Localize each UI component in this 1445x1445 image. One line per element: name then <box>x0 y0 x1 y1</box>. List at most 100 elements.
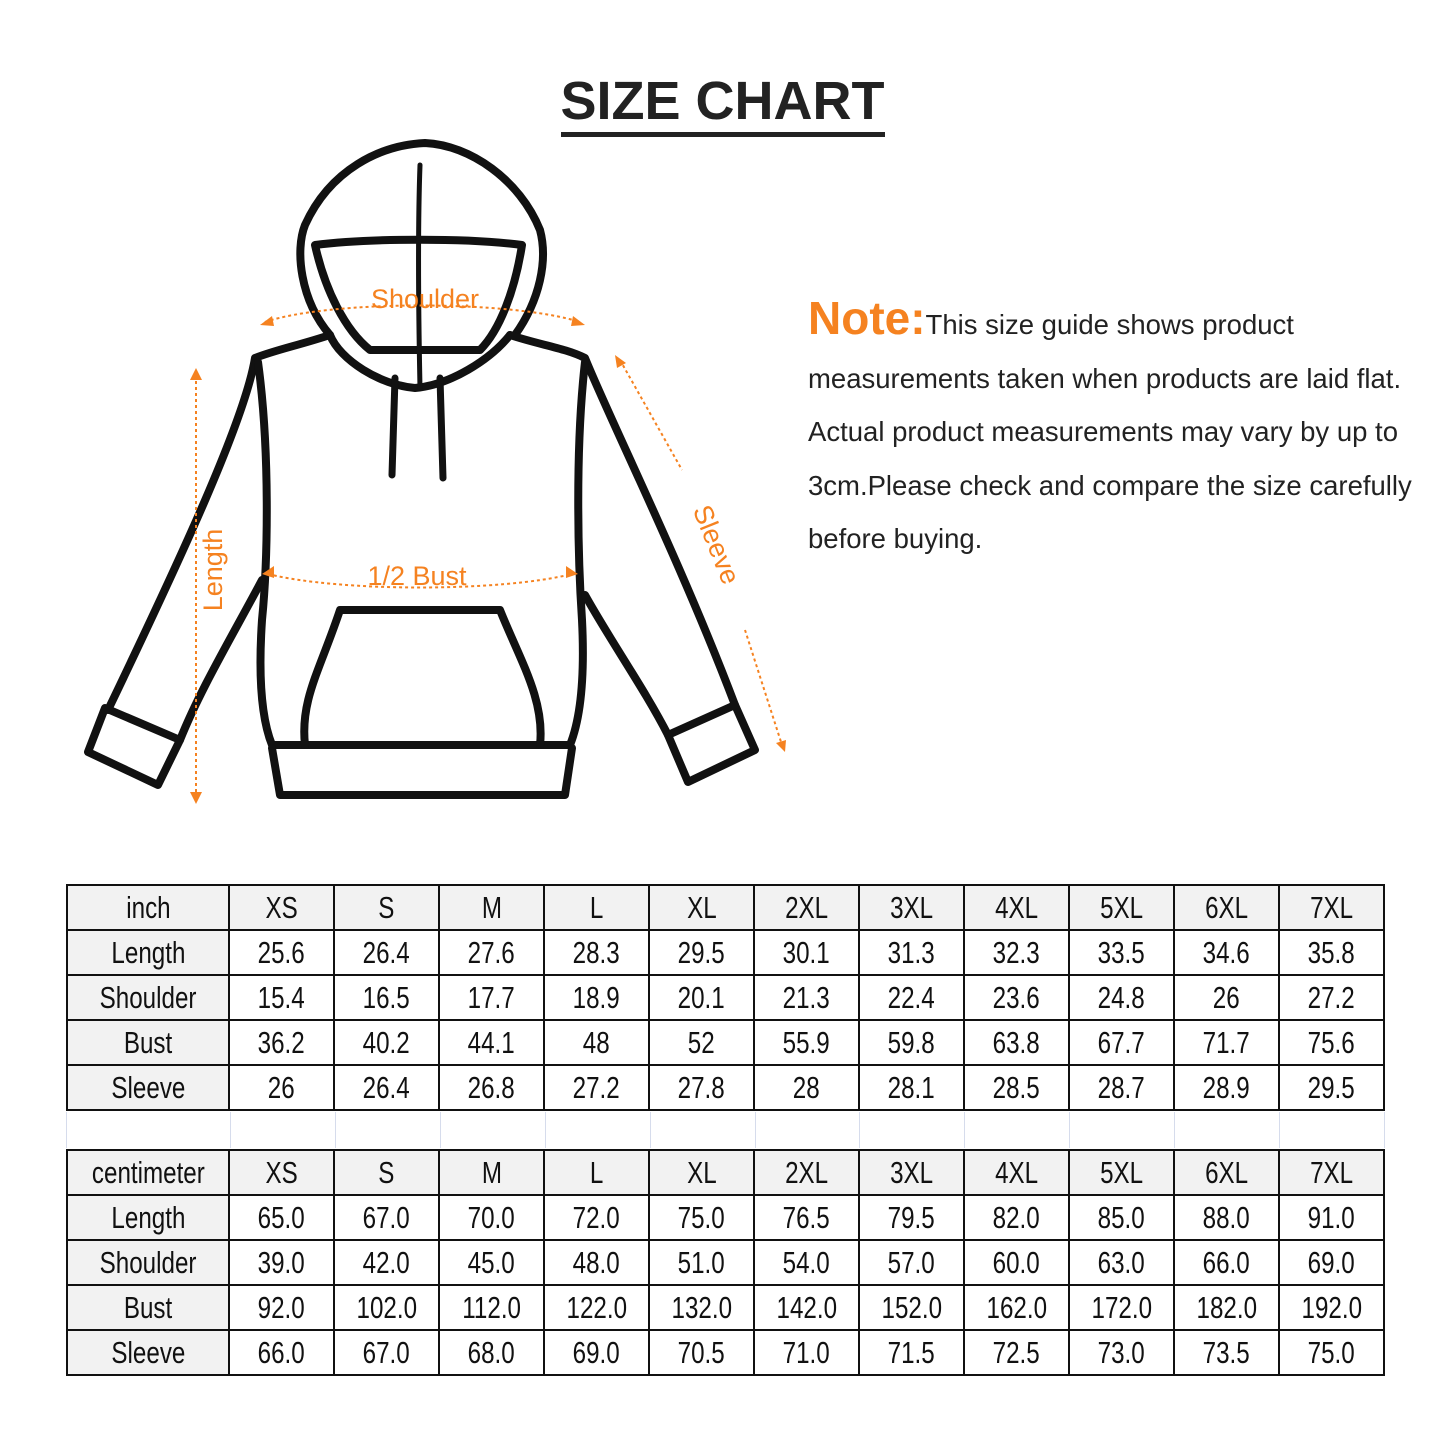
value-cell: 65.0 <box>228 1194 335 1241</box>
value-cell: 40.2 <box>333 1019 440 1066</box>
spacer-divider <box>859 1112 861 1148</box>
value-cell: 69.0 <box>1278 1239 1385 1286</box>
row-label: Sleeve <box>66 1064 230 1111</box>
cell-text: 28.5 <box>992 1069 1041 1105</box>
value-cell: 69.0 <box>543 1329 650 1376</box>
row-label: Shoulder <box>66 974 230 1021</box>
value-cell: 72.5 <box>963 1329 1070 1376</box>
row-label: Length <box>66 1194 230 1241</box>
bust-label: 1/2 Bust <box>367 561 467 591</box>
value-cell: 122.0 <box>543 1284 650 1331</box>
table-row: Sleeve 26 26.4 26.8 27.2 27.8 28 28.1 28.5 28.7 28… <box>66 1064 1385 1111</box>
shoulder-label: Shoulder <box>371 284 479 314</box>
spacer-divider <box>754 1112 756 1148</box>
value-cell: 182.0 <box>1173 1284 1280 1331</box>
cell-text: 32.3 <box>992 934 1041 970</box>
size-header: 3XL <box>858 1149 965 1196</box>
inch-size-table: inch XS S M L XL 2XL 3XL 4XL 5XL 6XL 7XL Length 25.6 2… <box>66 884 1385 1111</box>
spacer-divider <box>334 1112 336 1148</box>
cell-text: 152.0 <box>881 1289 942 1325</box>
hoodie-outline-icon <box>84 139 759 799</box>
table-row: Bust 36.2 40.2 44.1 48 52 55.9 59.8 63.8 67.7 71.7… <box>66 1019 1385 1066</box>
cell-text: 33.5 <box>1097 934 1146 970</box>
value-cell: 28.3 <box>543 929 650 976</box>
cell-text: 60.0 <box>992 1244 1041 1280</box>
size-header: 6XL <box>1173 884 1280 931</box>
cell-text: 132.0 <box>671 1289 732 1325</box>
cell-text: 7XL <box>1309 889 1354 925</box>
value-cell: 23.6 <box>963 974 1070 1021</box>
cell-text: 39.0 <box>257 1244 306 1280</box>
value-cell: 21.3 <box>753 974 860 1021</box>
cell-text: 63.0 <box>1097 1244 1146 1280</box>
cell-text: 18.9 <box>572 979 621 1015</box>
size-header: XS <box>228 884 335 931</box>
value-cell: 68.0 <box>438 1329 545 1376</box>
value-cell: 26.4 <box>333 1064 440 1111</box>
cell-text: Sleeve <box>111 1069 185 1105</box>
cell-text: 57.0 <box>887 1244 936 1280</box>
value-cell: 29.5 <box>648 929 755 976</box>
spacer-divider <box>649 1112 651 1148</box>
value-cell: 31.3 <box>858 929 965 976</box>
cell-text: 63.8 <box>992 1024 1041 1060</box>
value-cell: 28.1 <box>858 1064 965 1111</box>
cell-text: 142.0 <box>776 1289 837 1325</box>
value-cell: 30.1 <box>753 929 860 976</box>
size-header: S <box>333 1149 440 1196</box>
cell-text: Shoulder <box>99 1244 197 1280</box>
cell-text: 55.9 <box>782 1024 831 1060</box>
value-cell: 32.3 <box>963 929 1070 976</box>
value-cell: 192.0 <box>1278 1284 1385 1331</box>
cell-text: 71.5 <box>887 1334 936 1370</box>
unit-header: centimeter <box>66 1149 230 1196</box>
cell-text: 91.0 <box>1307 1199 1356 1235</box>
cell-text: 69.0 <box>572 1334 621 1370</box>
note-text: This size guide shows product measuremen… <box>808 309 1412 554</box>
sleeve-label: Sleeve <box>687 501 746 589</box>
cell-text: 67.7 <box>1097 1024 1146 1060</box>
cell-text: XL <box>686 1154 717 1190</box>
cell-text: 3XL <box>889 889 934 925</box>
row-label: Shoulder <box>66 1239 230 1286</box>
cell-text: L <box>589 889 604 925</box>
cell-text: 112.0 <box>462 1289 521 1325</box>
value-cell: 15.4 <box>228 974 335 1021</box>
cell-text: 22.4 <box>887 979 936 1015</box>
value-cell: 91.0 <box>1278 1194 1385 1241</box>
cell-text: 30.1 <box>782 934 831 970</box>
cell-text: 24.8 <box>1097 979 1146 1015</box>
cell-text: Length <box>111 934 185 970</box>
cell-text: 67.0 <box>362 1334 411 1370</box>
header-row: centimeter XS S M L XL 2XL 3XL 4XL 5XL 6XL 7XL <box>66 1149 1385 1196</box>
value-cell: 44.1 <box>438 1019 545 1066</box>
cell-text: 66.0 <box>1202 1244 1251 1280</box>
value-cell: 27.2 <box>1278 974 1385 1021</box>
cell-text: Bust <box>123 1024 173 1060</box>
cell-text: XS <box>265 889 298 925</box>
value-cell: 24.8 <box>1068 974 1175 1021</box>
cell-text: 162.0 <box>986 1289 1047 1325</box>
cell-text: 82.0 <box>992 1199 1041 1235</box>
size-header: 7XL <box>1278 1149 1385 1196</box>
cell-text: S <box>378 1154 395 1190</box>
cell-text: 5XL <box>1099 889 1144 925</box>
size-header: 2XL <box>753 884 860 931</box>
cell-text: 26.8 <box>467 1069 516 1105</box>
value-cell: 27.8 <box>648 1064 755 1111</box>
cell-text: 27.2 <box>1307 979 1356 1015</box>
table-row: Length 65.0 67.0 70.0 72.0 75.0 76.5 79.5 82.0 85… <box>66 1194 1385 1241</box>
value-cell: 71.5 <box>858 1329 965 1376</box>
value-cell: 92.0 <box>228 1284 335 1331</box>
cell-text: 79.5 <box>887 1199 936 1235</box>
size-header: 3XL <box>858 884 965 931</box>
cell-text: 40.2 <box>362 1024 411 1060</box>
cell-text: 182.0 <box>1196 1289 1257 1325</box>
cell-text: Bust <box>123 1289 173 1325</box>
cell-text: Length <box>111 1199 185 1235</box>
value-cell: 27.6 <box>438 929 545 976</box>
spacer-divider <box>66 1112 67 1148</box>
cell-text: 28.9 <box>1202 1069 1251 1105</box>
value-cell: 33.5 <box>1068 929 1175 976</box>
size-header: XL <box>648 884 755 931</box>
